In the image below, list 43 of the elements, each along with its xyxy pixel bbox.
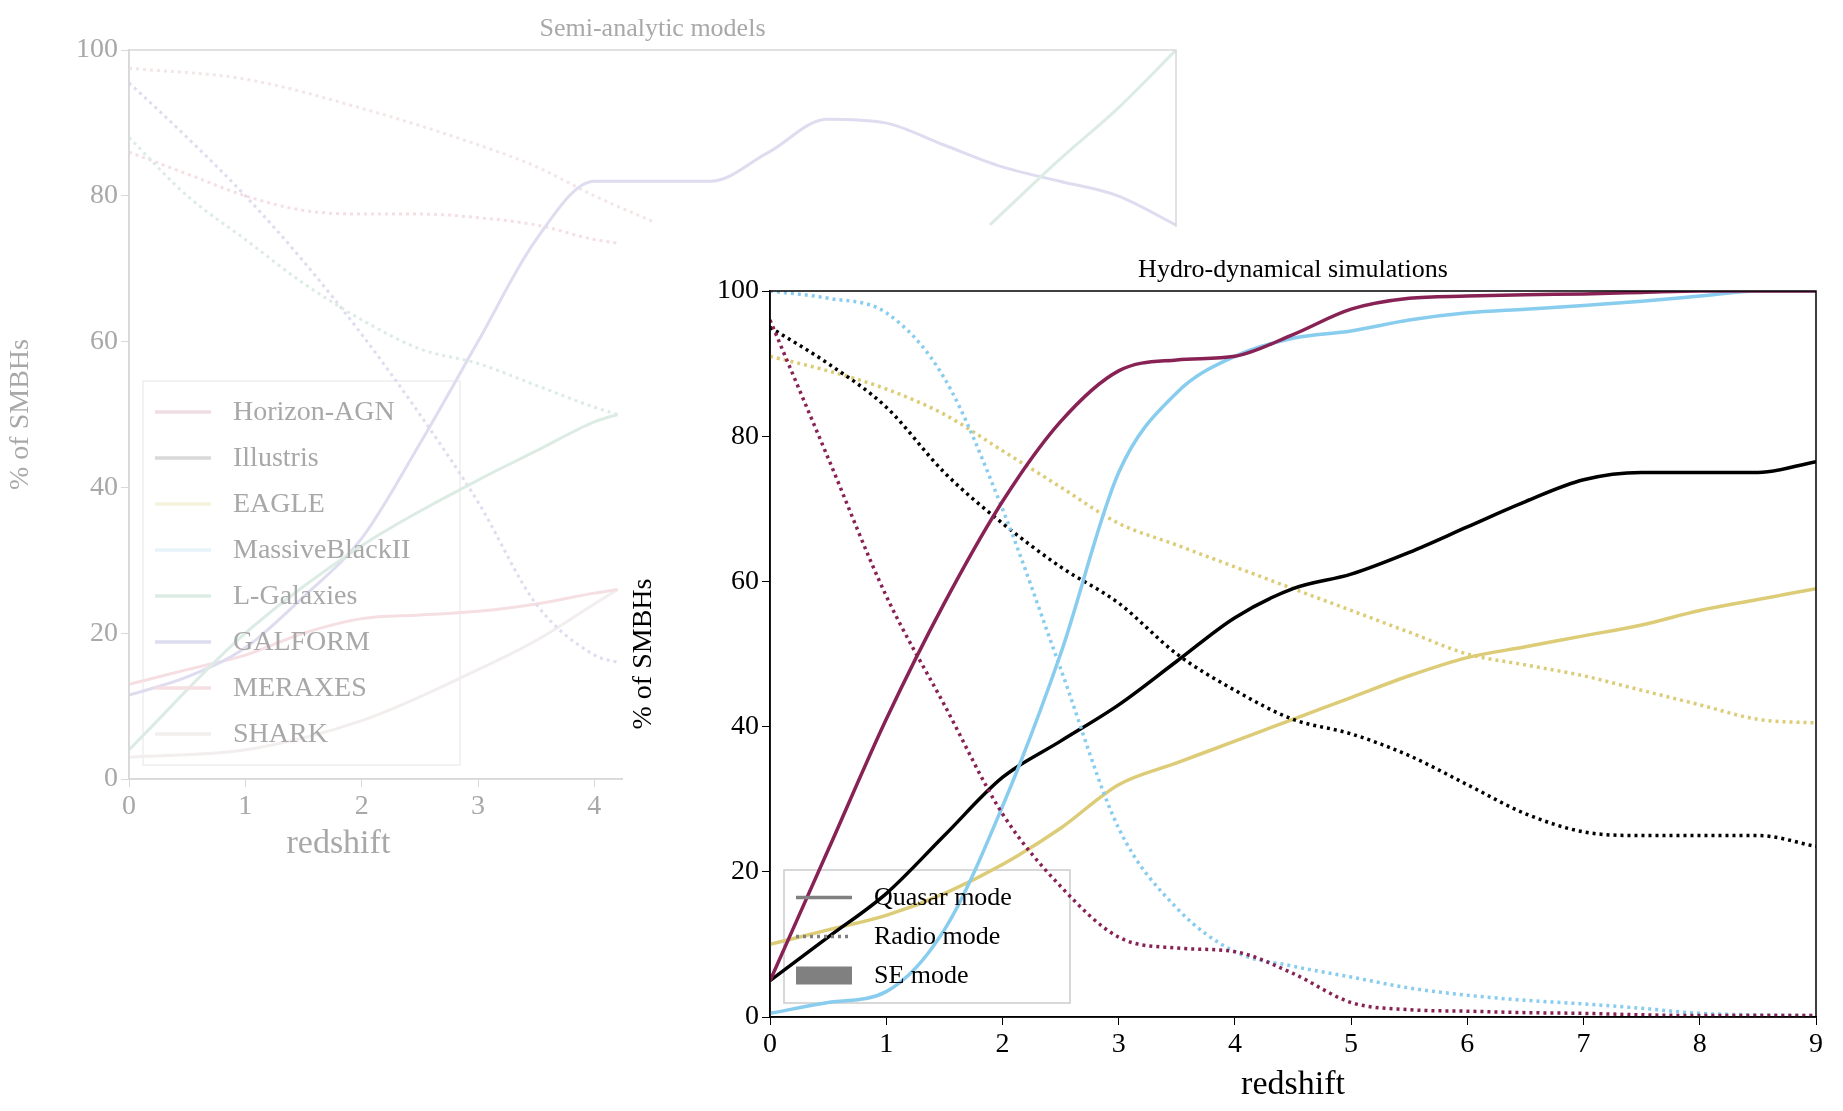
y-tick-label: 80 — [731, 418, 759, 450]
legend-label: MassiveBlackII — [233, 533, 411, 565]
x-tick-label: 1 — [238, 789, 253, 821]
x-axis-title: redshift — [286, 822, 391, 860]
y-tick-label: 20 — [731, 854, 759, 886]
x-axis-title: redshift — [1241, 1063, 1346, 1101]
y-tick-label: 60 — [90, 323, 118, 355]
legend-label: Horizon-AGN — [233, 395, 395, 427]
x-tick-label: 8 — [1692, 1027, 1707, 1059]
line-series — [129, 150, 620, 245]
y-tick-label: 60 — [731, 563, 759, 595]
x-tick-label: 9 — [1809, 1027, 1823, 1059]
legend-label: Radio mode — [874, 921, 1001, 951]
x-tick-label: 4 — [587, 789, 602, 821]
x-tick-label: 3 — [471, 789, 485, 821]
y-tick-label: 0 — [104, 761, 118, 793]
legend-label: EAGLE — [233, 487, 325, 519]
x-tick-label: 3 — [1111, 1027, 1126, 1059]
y-tick-label: 100 — [717, 273, 759, 305]
legend-label: MERAXES — [233, 671, 367, 703]
y-axis-title: % of SMBHs — [3, 339, 35, 490]
x-tick-label: 5 — [1344, 1027, 1359, 1059]
y-tick-label: 40 — [731, 708, 759, 740]
x-tick-label: 2 — [354, 789, 369, 821]
x-tick-label: 1 — [879, 1027, 894, 1059]
chart-title: Semi-analytic models — [539, 12, 766, 42]
y-axis-title: % of SMBHs — [626, 578, 658, 730]
legend-label: SHARK — [233, 717, 328, 749]
chart-title: Hydro-dynamical simulations — [1138, 253, 1448, 283]
x-tick-label: 6 — [1460, 1027, 1475, 1059]
y-tick-label: 100 — [76, 32, 118, 64]
legend-label: Illustris — [233, 441, 319, 473]
x-tick-label: 4 — [1227, 1027, 1242, 1059]
y-tick-label: 80 — [90, 178, 118, 210]
x-tick-label: 2 — [995, 1027, 1010, 1059]
line-series — [129, 66, 654, 223]
legend-label: L-Galaxies — [233, 579, 358, 611]
y-tick-label: 20 — [90, 615, 118, 647]
x-tick-label: 7 — [1576, 1027, 1591, 1059]
y-tick-label: 0 — [745, 999, 759, 1031]
legend-label: GALFORM — [233, 625, 371, 657]
legend-label: SE mode — [874, 960, 969, 990]
y-tick-label: 40 — [90, 469, 118, 501]
